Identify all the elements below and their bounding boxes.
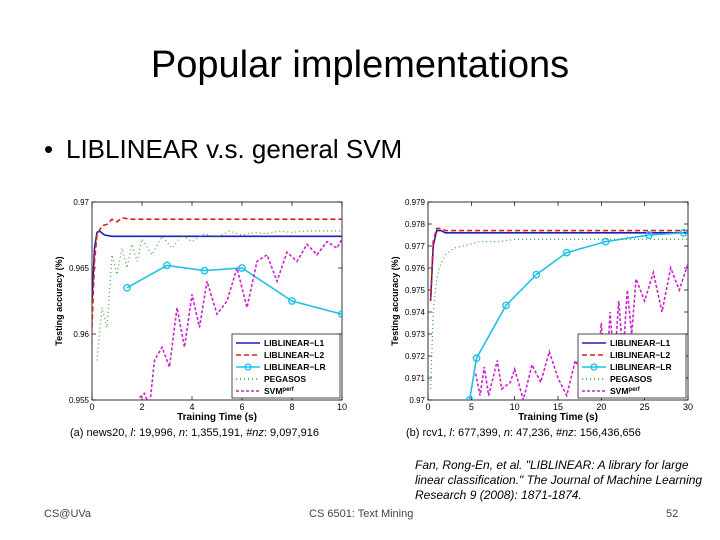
y-tick-label: 0.974	[405, 308, 426, 317]
y-tick-label: 0.973	[405, 330, 426, 339]
series-marker	[472, 354, 481, 363]
citation: Fan, Rong-En, et al. "LIBLINEAR: A libra…	[415, 458, 703, 502]
legend-marker	[244, 363, 252, 371]
y-tick-label: 0.977	[405, 242, 426, 251]
y-tick-label: 0.96	[73, 330, 89, 339]
series-line-3	[126, 264, 342, 315]
series-marker	[123, 283, 131, 292]
series-marker	[562, 248, 571, 257]
x-tick-label: 6	[239, 402, 244, 412]
page-number: 52	[666, 508, 679, 520]
slide-title: Popular implementations	[150, 44, 570, 86]
legend-label: PEGASOS	[264, 374, 306, 384]
legend-label: PEGASOS	[610, 374, 652, 384]
y-tick-label: 0.972	[405, 352, 426, 361]
y-tick-label: 0.971	[405, 374, 426, 383]
y-tick-label: 0.978	[405, 220, 426, 229]
x-tick-label: 0	[89, 402, 94, 412]
y-tick-label: 0.975	[405, 286, 426, 295]
series-line-4	[96, 230, 342, 361]
chart-panel-2: 0.97 0.971 0.972 0.973 0.974 0.975 0.976 0.977 0…	[390, 198, 693, 439]
series-marker	[601, 237, 610, 246]
series-line-1	[429, 229, 688, 302]
y-tick-label: 0.965	[69, 264, 90, 273]
y-tick-label: 0.97	[409, 396, 425, 405]
chart-panel-1: 0.955 0.96 0.965 0.97 0 2 4 6 8 10 Training Time (…	[54, 198, 347, 439]
legend-label: LIBLINEAR−LR	[264, 362, 326, 372]
legend-label: LIBLINEAR−L1	[610, 338, 670, 348]
bullet-symbol: •	[44, 134, 54, 164]
bullet-item: • LIBLINEAR v.s. general SVM	[44, 134, 402, 165]
series-marker	[288, 297, 296, 305]
legend-label: LIBLINEAR−LR	[610, 362, 672, 372]
legend-box	[231, 333, 341, 399]
footer-course: CS@UVa	[44, 508, 92, 520]
series-line-5	[139, 238, 342, 400]
legend-label: SVMperf	[610, 386, 641, 396]
footer-course-title: CS 6501: Text Mining	[309, 508, 414, 520]
panel-caption: (a) news20, l: 19,996, n: 1,355,191, #nz…	[70, 427, 319, 439]
y-axis-label: Testing accuracy (%)	[390, 256, 400, 345]
series-marker	[465, 396, 474, 400]
series-marker	[338, 310, 342, 319]
x-tick-label: 25	[640, 402, 650, 412]
x-tick-label: 10	[510, 402, 520, 412]
legend-label: LIBLINEAR−L1	[264, 338, 324, 348]
series-marker	[645, 231, 653, 239]
series-marker	[502, 301, 510, 310]
comparison-figure: 0.955 0.96 0.965 0.97 0 2 4 6 8 10 Training Time (…	[46, 186, 696, 444]
series-group	[92, 216, 342, 400]
series-line-3	[468, 232, 684, 400]
series-line-4	[430, 238, 688, 390]
legend-box	[577, 333, 687, 399]
x-tick-label: 4	[189, 402, 194, 412]
x-axis-label: Training Time (s)	[518, 412, 598, 423]
legend-label: SVMperf	[264, 386, 295, 396]
x-tick-label: 2	[139, 402, 144, 412]
y-tick-label: 0.976	[405, 264, 426, 273]
y-tick-label: 0.979	[405, 198, 426, 207]
series-marker	[238, 264, 246, 272]
series-line-2	[429, 227, 688, 302]
legend-label: LIBLINEAR−L2	[610, 350, 670, 360]
x-axis-label: Training Time (s)	[177, 412, 257, 423]
series-marker	[679, 228, 688, 237]
series-marker	[163, 261, 171, 270]
x-tick-label: 5	[469, 402, 474, 412]
x-tick-label: 8	[289, 402, 294, 412]
series-marker	[532, 270, 541, 279]
x-tick-label: 15	[553, 402, 563, 412]
series-line-2	[92, 216, 342, 328]
bullet-text: LIBLINEAR v.s. general SVM	[66, 134, 403, 164]
y-axis-label: Testing accuracy (%)	[54, 256, 64, 345]
x-tick-label: 20	[596, 402, 606, 412]
panel-caption: (b) rcv1, l: 677,399, n: 47,236, #nz: 15…	[406, 427, 641, 439]
y-tick-label: 0.97	[73, 198, 89, 207]
legend: LIBLINEAR−L1 LIBLINEAR−L2 LIBLINEAR−LR PEGA…	[231, 333, 341, 399]
series-group	[429, 227, 688, 400]
x-tick-label: 30	[683, 402, 693, 412]
series-marker	[200, 266, 209, 275]
y-tick-label: 0.955	[69, 396, 90, 405]
legend: LIBLINEAR−L1 LIBLINEAR−L2 LIBLINEAR−LR PEGA…	[577, 333, 687, 399]
x-tick-label: 0	[425, 402, 430, 412]
legend-label: LIBLINEAR−L2	[264, 350, 324, 360]
legend-marker	[590, 363, 598, 371]
x-tick-label: 10	[337, 402, 347, 412]
